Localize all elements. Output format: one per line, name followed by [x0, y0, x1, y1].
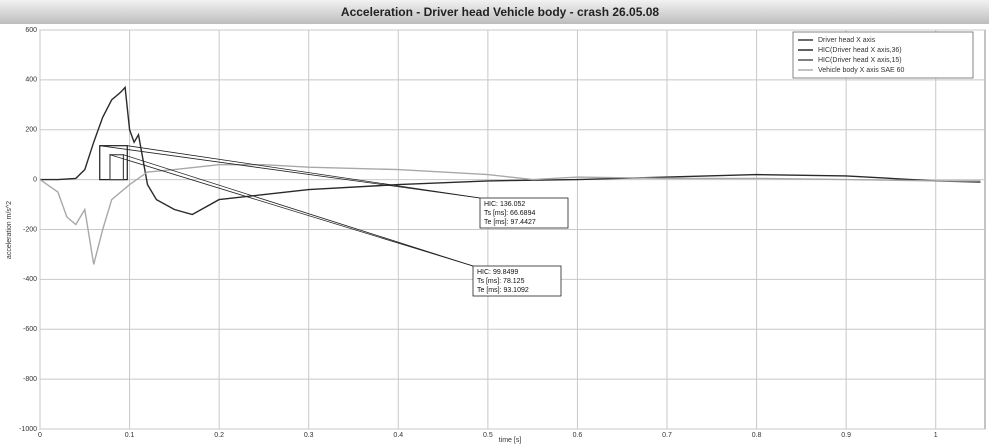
y-tick-label: -800	[23, 376, 37, 383]
callout-box	[472, 265, 562, 297]
x-tick-label: 0.6	[573, 432, 583, 439]
callout-text: Te [ms]: 93.1092	[477, 287, 529, 294]
hic-callout: HIC: 136.052 Ts [ms]: 66.6894 Te [ms]: 97.…	[479, 197, 569, 229]
y-tick-label: 200	[25, 127, 37, 134]
callout-text: Ts [ms]: 78.125	[477, 278, 525, 285]
hic-callout: HIC: 99.8499 Ts [ms]: 78.125 Te [ms]: 93.1…	[472, 265, 562, 297]
x-tick-label: 0.2	[214, 432, 224, 439]
legend-label: Vehicle body X axis SAE 60	[818, 67, 904, 74]
series-line	[39, 164, 981, 265]
legend-label: HIC(Driver head X axis,36)	[818, 47, 902, 54]
legend-box	[792, 31, 974, 79]
x-tick-label: 0.3	[304, 432, 314, 439]
x-tick-label: 0.9	[841, 432, 851, 439]
x-tick-label: 1	[934, 432, 938, 439]
callout-line	[127, 145, 481, 199]
x-tick-label: 0.8	[752, 432, 762, 439]
callout-line	[109, 154, 474, 267]
title-bar	[0, 0, 989, 24]
x-tick-label: 0.1	[125, 432, 135, 439]
x-tick-label: 0.5	[483, 432, 493, 439]
y-tick-label: 400	[25, 77, 37, 84]
legend-label: Driver head X axis	[818, 37, 876, 44]
callout-line	[99, 145, 481, 199]
x-tick-label: 0.7	[662, 432, 672, 439]
y-tick-label: -200	[23, 226, 37, 233]
y-tick-label: 600	[25, 27, 37, 34]
x-axis-label: time [s]	[499, 437, 522, 444]
chart-title: Acceleration - Driver head Vehicle body …	[341, 5, 659, 19]
y-tick-label: -600	[23, 326, 37, 333]
hic-window	[109, 154, 125, 181]
y-axis-label: acceleration m/s^2	[6, 201, 13, 259]
y-tick-label: -400	[23, 276, 37, 283]
y-tick-label: -1000	[19, 426, 37, 433]
y-tick-label: 0	[33, 176, 37, 183]
x-tick-label: 0	[38, 432, 42, 439]
callout-text: HIC: 136.052	[484, 201, 525, 208]
callout-text: Ts [ms]: 66.6894	[484, 210, 535, 217]
legend-label: HIC(Driver head X axis,15)	[818, 57, 902, 64]
callout-line	[123, 154, 474, 267]
callout-text: HIC: 99.8499	[477, 269, 518, 276]
x-tick-label: 0.4	[393, 432, 403, 439]
callout-text: Te [ms]: 97.4427	[484, 219, 536, 226]
callout-box	[479, 197, 569, 229]
